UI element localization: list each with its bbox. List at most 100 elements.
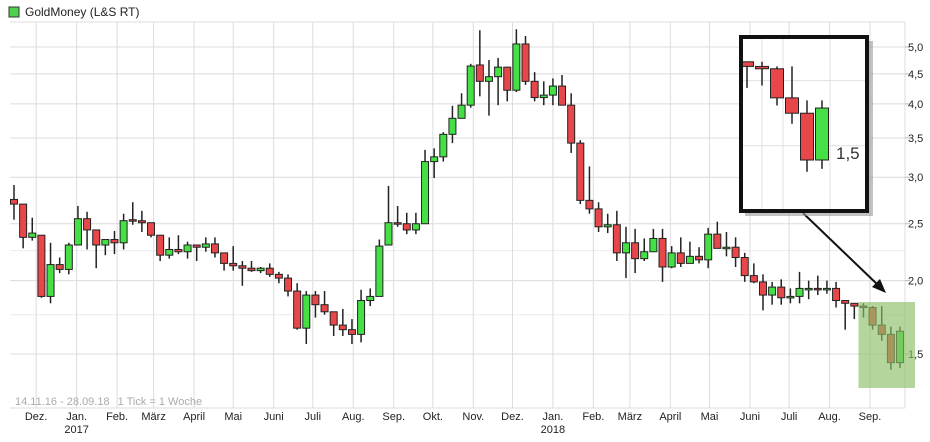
candle-body bbox=[494, 66, 503, 78]
candle bbox=[147, 222, 156, 238]
candle bbox=[439, 132, 448, 162]
candle bbox=[740, 252, 749, 282]
candle-body bbox=[475, 64, 484, 82]
candle bbox=[402, 212, 411, 235]
inset-candle bbox=[800, 100, 814, 172]
candle bbox=[448, 105, 457, 144]
candle bbox=[503, 66, 512, 102]
candle bbox=[55, 257, 64, 274]
candle-body bbox=[685, 255, 694, 264]
candle-body bbox=[137, 220, 146, 224]
candle bbox=[46, 242, 55, 304]
candle-body bbox=[265, 267, 274, 275]
inset-price-label: 1,5 bbox=[836, 144, 860, 163]
candle-body bbox=[631, 242, 640, 260]
candle-body bbox=[46, 264, 55, 297]
candle-body bbox=[366, 295, 375, 302]
candle-body bbox=[841, 300, 850, 304]
x-tick-label: Jan. bbox=[66, 411, 87, 423]
candle-body bbox=[320, 304, 329, 313]
candle-body bbox=[758, 281, 767, 296]
candle bbox=[457, 93, 466, 119]
candle-body bbox=[174, 248, 183, 253]
date-range-info: 14.11.16 - 28.09.18 1 Tick = 1 Woche bbox=[15, 396, 202, 408]
candles bbox=[10, 29, 904, 370]
candle-body bbox=[165, 248, 174, 256]
candle bbox=[229, 246, 238, 271]
candle-body bbox=[73, 218, 82, 246]
y-tick-label: 5,0 bbox=[908, 42, 923, 54]
legend: GoldMoney (L&S RT) bbox=[8, 5, 140, 19]
candle-body bbox=[466, 65, 475, 106]
candle bbox=[64, 242, 73, 275]
candle bbox=[302, 291, 311, 344]
candle-body bbox=[64, 244, 73, 270]
candle-body bbox=[786, 295, 795, 299]
candle bbox=[128, 202, 137, 225]
candle bbox=[786, 288, 795, 304]
y-tick-label: 3,5 bbox=[908, 133, 923, 145]
candle-body bbox=[695, 255, 704, 261]
candle bbox=[265, 263, 274, 277]
arrow-head-icon bbox=[872, 279, 886, 293]
candle bbox=[631, 228, 640, 274]
x-tick-label: Dez. bbox=[25, 411, 48, 423]
candle bbox=[722, 232, 731, 257]
candle bbox=[704, 227, 713, 269]
candle-body bbox=[484, 76, 493, 82]
candle bbox=[73, 206, 82, 246]
candle-body bbox=[357, 300, 366, 335]
candle-body bbox=[658, 237, 667, 268]
candle bbox=[311, 291, 320, 318]
candle-body bbox=[676, 252, 685, 264]
candle-body bbox=[229, 262, 238, 267]
candle bbox=[411, 212, 420, 235]
candle-body bbox=[347, 329, 356, 335]
candle-body bbox=[101, 239, 110, 246]
arrow-line bbox=[802, 212, 880, 287]
candle bbox=[649, 228, 658, 253]
candle bbox=[366, 288, 375, 307]
candle-body bbox=[448, 117, 457, 135]
candle-body bbox=[128, 219, 137, 222]
candle bbox=[210, 237, 219, 258]
candle bbox=[777, 279, 786, 305]
candle-body bbox=[293, 290, 302, 329]
candle-body bbox=[795, 287, 804, 297]
candle-body bbox=[55, 264, 64, 270]
candle-body bbox=[329, 311, 338, 326]
candle bbox=[284, 274, 293, 297]
x-tick-label: Aug. bbox=[818, 411, 841, 423]
candle bbox=[347, 319, 356, 344]
candle bbox=[494, 57, 503, 106]
x-tick-label: Sep. bbox=[382, 411, 405, 423]
candle-body bbox=[850, 302, 859, 307]
candle bbox=[256, 266, 265, 274]
tick-interval: 1 Tick = 1 Woche bbox=[118, 396, 202, 408]
candle bbox=[320, 291, 329, 315]
highlight-box bbox=[858, 302, 915, 388]
x-tick-label: April bbox=[659, 411, 681, 423]
inset-candle bbox=[815, 100, 829, 169]
legend-swatch bbox=[8, 6, 20, 18]
candle bbox=[713, 221, 722, 249]
candle-body bbox=[402, 223, 411, 231]
candle-body bbox=[10, 198, 18, 205]
candle bbox=[832, 281, 841, 308]
candle-body bbox=[192, 244, 201, 248]
candle-body bbox=[804, 287, 813, 291]
x-tick-label: März bbox=[618, 411, 642, 423]
candle bbox=[548, 78, 557, 106]
inset-candle bbox=[755, 61, 769, 86]
candle-body bbox=[612, 224, 621, 254]
candle-body bbox=[201, 243, 210, 248]
candle bbox=[274, 271, 283, 284]
candle bbox=[475, 30, 484, 97]
candle bbox=[10, 185, 18, 220]
candle-body bbox=[740, 256, 749, 277]
candle bbox=[384, 185, 393, 246]
x-tick-label: März bbox=[141, 411, 165, 423]
candle-body bbox=[338, 324, 347, 331]
candle-body bbox=[640, 251, 649, 260]
